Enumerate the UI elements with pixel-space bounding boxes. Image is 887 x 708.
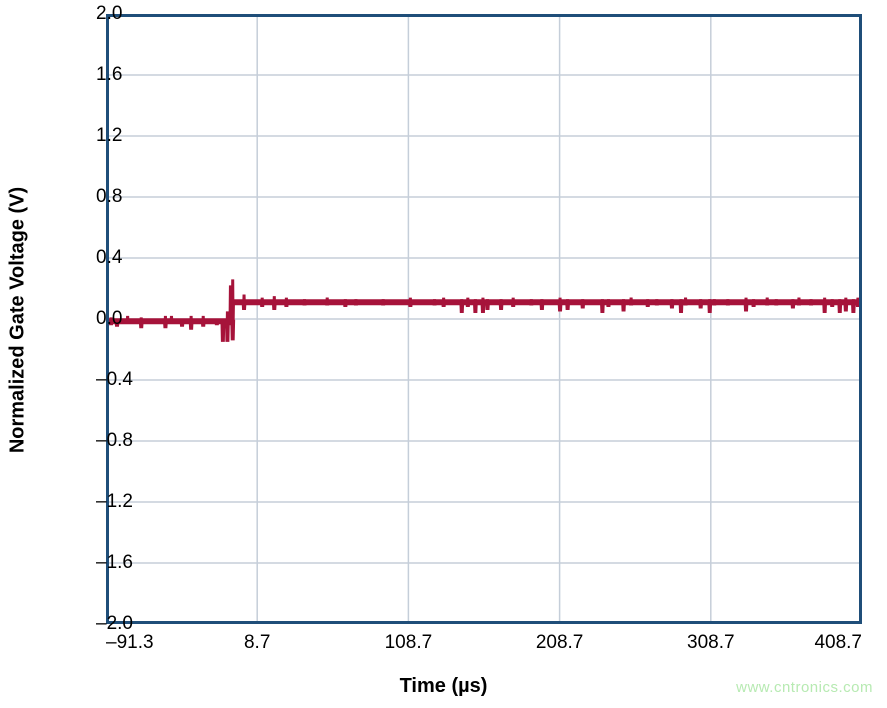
chart-container: Normalized Gate Voltage (V) –2.0–1.6–1.2… — [0, 0, 887, 708]
plot-area — [106, 14, 862, 624]
x-tick-label: 108.7 — [385, 632, 433, 654]
y-axis-title: Normalized Gate Voltage (V) — [7, 187, 30, 453]
watermark: www.cntronics.com — [736, 679, 873, 696]
x-tick-label: –91.3 — [106, 632, 154, 654]
x-tick-label: 308.7 — [687, 632, 735, 654]
x-tick-label: 408.7 — [814, 632, 862, 654]
x-tick-label: 8.7 — [244, 632, 270, 654]
x-tick-label: 208.7 — [536, 632, 584, 654]
